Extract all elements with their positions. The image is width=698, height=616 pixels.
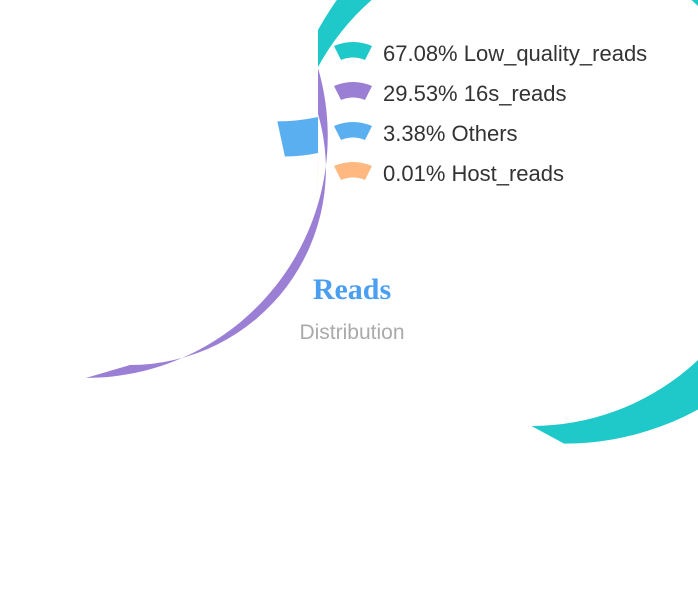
legend-swatch-icon[interactable] [334, 42, 372, 60]
legend-item-label[interactable]: 67.08% Low_quality_reads [383, 41, 647, 66]
ring-bar-others[interactable] [277, 117, 318, 157]
ring-bar-16s-reads[interactable] [85, 68, 328, 378]
chart-rings [85, 0, 698, 444]
ring-bar-low-quality-reads[interactable] [318, 0, 698, 444]
legend-swatch-icon[interactable] [334, 82, 372, 100]
legend-item-label[interactable]: 29.53% 16s_reads [383, 81, 566, 106]
chart-subtitle: Distribution [299, 321, 404, 344]
legend-swatch-icon[interactable] [334, 122, 372, 140]
chart-legend: 67.08% Low_quality_reads 29.53% 16s_reads… [334, 41, 647, 186]
legend-item-label[interactable]: 3.38% Others [383, 121, 518, 146]
legend-swatch-icon[interactable] [334, 162, 372, 180]
chart-title: Reads [313, 273, 391, 306]
legend-item-label[interactable]: 0.01% Host_reads [383, 161, 564, 186]
